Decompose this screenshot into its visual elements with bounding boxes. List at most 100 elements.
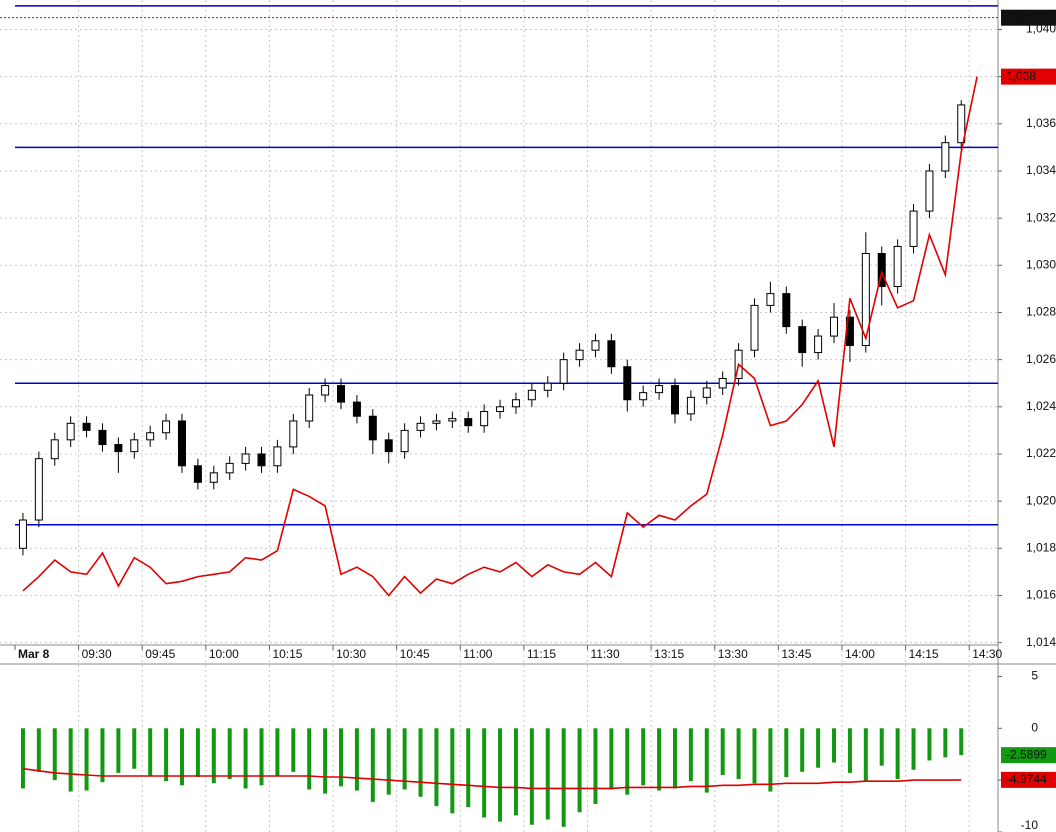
candle-body (66, 422, 75, 441)
y-tick-label: 1,036 (1026, 116, 1056, 130)
candle-body (925, 170, 934, 212)
candle-body (305, 394, 314, 422)
histogram-bar (879, 728, 884, 766)
candle-body (193, 465, 202, 483)
x-tick-label: Mar 8 (18, 647, 50, 661)
histogram-bar (36, 728, 41, 772)
histogram-bar (482, 728, 487, 818)
candle-body (686, 396, 695, 415)
marker-label: 1,040.5 (1006, 10, 1046, 24)
candle-body (464, 418, 473, 427)
candle-body (400, 429, 409, 453)
histogram-bar (84, 728, 89, 791)
histogram-bar (418, 728, 423, 797)
histogram-bar (832, 728, 837, 763)
x-tick-label: 14:15 (909, 647, 939, 661)
x-tick-label: 11:30 (591, 647, 620, 661)
histogram-bar (657, 728, 662, 791)
histogram-bar (720, 728, 725, 775)
histogram-bar (752, 728, 757, 784)
candle-body (702, 387, 711, 398)
histogram-bar (911, 728, 916, 770)
y-tick-label: 1,020 (1026, 493, 1056, 507)
y-tick-label: 1,034 (1026, 163, 1056, 177)
x-tick-label: 14:30 (972, 647, 1002, 661)
candle-body (162, 420, 171, 434)
candle-body (130, 439, 139, 453)
histogram-last-label-box (1001, 747, 1056, 764)
y-tick-label: 1,026 (1026, 352, 1056, 366)
candle-body (18, 519, 27, 549)
candle-body (321, 385, 330, 396)
candle-body (448, 418, 457, 422)
signal-last-label: -4.9744 (1006, 772, 1047, 786)
y-tick-label: 5 (1031, 669, 1038, 683)
y-tick-label: 1,024 (1026, 399, 1056, 413)
histogram-bar (577, 728, 582, 813)
candle-body (384, 439, 393, 453)
candle-body (257, 453, 266, 467)
candle-body (957, 104, 966, 144)
histogram-bar (593, 728, 598, 804)
histogram-bar (688, 728, 693, 782)
histogram-bar (545, 728, 550, 820)
histogram-bar (275, 728, 280, 776)
histogram-bar (672, 728, 677, 789)
signal-line (22, 767, 962, 790)
y-tick-label: 1,032 (1026, 210, 1056, 224)
candle-body (432, 420, 441, 424)
histogram-bar (52, 728, 57, 781)
histogram-bar (816, 728, 821, 768)
line-last-label-box (1001, 68, 1056, 85)
y-tick-label: 1,028 (1026, 305, 1056, 319)
x-tick-label: 09:45 (145, 647, 175, 661)
histogram-bar (863, 728, 868, 782)
histogram-bar (434, 728, 439, 807)
x-tick-label: 10:30 (336, 647, 366, 661)
histogram-bar (959, 728, 964, 756)
candle-body (496, 406, 505, 413)
histogram-bar (800, 728, 805, 772)
candle-body (814, 335, 823, 354)
histogram-bar (402, 728, 407, 790)
candle-body (750, 304, 759, 351)
x-tick-label: 11:00 (463, 647, 492, 661)
candle-body (559, 359, 568, 384)
candle-body (368, 415, 377, 441)
candle-body (941, 142, 950, 172)
histogram-bar (561, 728, 566, 827)
y-tick-label: 1,022 (1026, 446, 1056, 460)
candle-body (511, 399, 520, 408)
histogram-bar (386, 728, 391, 795)
candle-body (670, 385, 679, 415)
histogram-bar (354, 728, 359, 791)
candle-body (623, 366, 632, 401)
histogram-bar (307, 728, 312, 790)
x-tick-label: 09:30 (82, 647, 112, 661)
histogram-bar (323, 728, 328, 794)
histogram-bar (498, 728, 503, 822)
histogram-bar (466, 728, 471, 808)
candle-body (591, 340, 600, 351)
candle-body (718, 378, 727, 389)
histogram-bar (784, 728, 789, 778)
histogram-bar (625, 728, 630, 795)
histogram-bar (450, 728, 455, 814)
histogram-bar (736, 728, 741, 780)
price-line (22, 76, 978, 597)
histogram-bar (339, 728, 344, 787)
candle-body (98, 429, 107, 446)
histogram-bar (148, 728, 153, 776)
candle-body (893, 245, 902, 288)
candle-body (877, 253, 886, 288)
histogram-bar (609, 728, 614, 790)
x-tick-label: 10:15 (272, 647, 302, 661)
x-tick-label: 11:15 (527, 647, 556, 661)
candle-body (82, 422, 91, 431)
histogram-bar (100, 728, 105, 783)
y-tick-label: 1,018 (1026, 540, 1056, 554)
candle-body (225, 462, 234, 474)
x-tick-label: 13:45 (781, 647, 811, 661)
candle-body (830, 316, 839, 337)
candle-body (639, 392, 648, 401)
